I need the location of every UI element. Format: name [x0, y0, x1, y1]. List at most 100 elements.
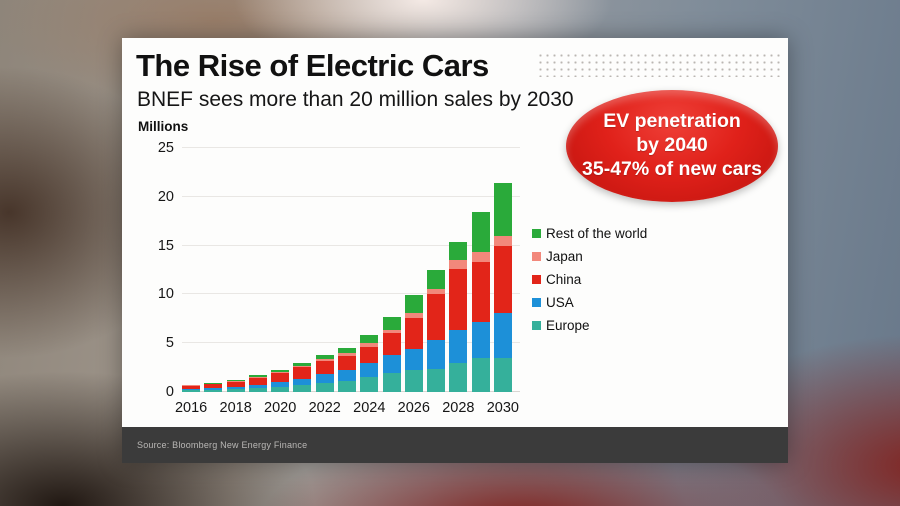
dot-grid-decoration	[537, 52, 782, 77]
legend-item-japan: Japan	[532, 245, 647, 268]
bar-2030-usa	[493, 312, 512, 358]
bar-2017-europe	[204, 389, 223, 392]
bar-2022-rest-of-the-world	[315, 354, 334, 359]
bar-2026-usa	[404, 348, 423, 371]
legend-label: Europe	[546, 318, 590, 333]
bar-2030-japan	[493, 235, 512, 246]
bar-2022	[315, 354, 334, 392]
bar-2018-rest-of-the-world	[226, 380, 245, 382]
bar-2029-europe	[471, 358, 490, 392]
x-tick-label-2026: 2026	[397, 400, 430, 416]
bar-2021	[293, 362, 312, 392]
bar-2019	[248, 375, 267, 392]
gridline-25	[182, 147, 520, 148]
bar-2021-rest-of-the-world	[293, 362, 312, 366]
legend-label: Rest of the world	[546, 226, 648, 241]
legend-item-china: China	[532, 268, 647, 291]
chart-title: The Rise of Electric Cars	[136, 48, 489, 83]
bar-2020-japan	[271, 371, 290, 373]
bar-2023-china	[338, 355, 356, 371]
bar-2022-japan	[315, 358, 334, 361]
bar-2020-rest-of-the-world	[271, 369, 290, 372]
legend-item-rest-of-the-world: Rest of the world	[532, 222, 647, 245]
plot-area: 0 5 10 15 20 25	[158, 140, 520, 400]
legend-swatch-europe	[532, 321, 541, 330]
bar-2019-china	[248, 377, 267, 386]
chart-card: The Rise of Electric Cars BNEF sees more…	[122, 38, 788, 463]
legend-item-europe: Europe	[532, 314, 647, 337]
bar-2028	[449, 241, 468, 392]
badge-line-1: EV penetration	[603, 110, 741, 133]
badge-line-3: 35-47% of new cars	[582, 157, 762, 180]
bar-2029	[471, 212, 490, 392]
bar-2027-rest-of-the-world	[427, 270, 446, 289]
gridline-15	[182, 244, 520, 246]
bar-2030	[493, 183, 512, 392]
bar-2030-europe	[493, 357, 512, 392]
x-tick-label-2018: 2018	[219, 400, 252, 416]
bar-2025-china	[382, 333, 401, 355]
badge-line-2: by 2040	[636, 134, 708, 157]
legend-swatch-usa	[532, 298, 541, 307]
legend-swatch-china	[532, 275, 541, 284]
gridline-10	[182, 293, 520, 295]
bar-2024-rest-of-the-world	[360, 334, 379, 344]
bar-2017-usa	[204, 388, 223, 390]
bar-2026	[404, 294, 423, 392]
bar-2016	[182, 384, 201, 392]
bar-2029-china	[471, 261, 490, 322]
bar-2019-usa	[248, 385, 267, 389]
y-tick-label-15: 15	[157, 237, 174, 254]
bar-2019-rest-of-the-world	[248, 375, 267, 377]
legend-item-usa: USA	[532, 291, 647, 314]
x-tick-label-2028: 2028	[442, 400, 475, 416]
bar-2021-europe	[293, 384, 312, 392]
bar-2016-usa	[182, 388, 201, 391]
x-tick-label-2020: 2020	[264, 400, 297, 416]
bar-2018-china	[226, 381, 245, 388]
bar-2027	[427, 270, 446, 392]
legend-label: Japan	[546, 249, 583, 264]
ev-penetration-badge: EV penetration by 2040 35-47% of new car…	[566, 90, 778, 202]
bar-2025	[382, 316, 401, 392]
bar-2025-usa	[382, 354, 401, 374]
bar-2027-europe	[427, 368, 446, 392]
bar-2029-rest-of-the-world	[471, 212, 490, 253]
legend-swatch-rest-of-the-world	[532, 229, 541, 238]
bar-2017-rest-of-the-world	[204, 383, 223, 384]
bar-2025-europe	[382, 373, 401, 392]
bar-2024-japan	[360, 343, 379, 347]
bar-2020	[271, 369, 290, 392]
bar-2020-usa	[271, 382, 290, 387]
bar-2020-europe	[271, 386, 290, 392]
bar-2028-rest-of-the-world	[449, 241, 468, 261]
bar-2026-japan	[404, 313, 423, 319]
bar-2028-china	[449, 268, 468, 331]
bar-2018	[226, 380, 245, 392]
bar-2023-japan	[338, 352, 356, 356]
legend-label: USA	[546, 295, 574, 310]
x-tick-label-2030: 2030	[486, 400, 519, 416]
bar-2024	[360, 334, 379, 392]
bar-2025-rest-of-the-world	[382, 316, 401, 330]
gridline-5	[182, 342, 520, 344]
chart-subtitle: BNEF sees more than 20 million sales by …	[137, 88, 574, 111]
bar-2018-europe	[226, 389, 245, 392]
y-tick-label-25: 25	[157, 140, 174, 156]
x-tick-label-2016: 2016	[174, 400, 208, 416]
y-tick-label-10: 10	[157, 286, 174, 303]
y-axis-title: Millions	[138, 119, 189, 134]
bar-2023	[338, 347, 356, 392]
bar-2024-europe	[360, 377, 379, 392]
bar-2028-europe	[449, 362, 468, 392]
bar-2029-usa	[471, 321, 490, 359]
x-tick-label-2024: 2024	[353, 400, 386, 416]
bar-2029-japan	[471, 252, 490, 262]
bar-2020-china	[271, 372, 290, 383]
x-tick-label-2022: 2022	[308, 400, 341, 416]
source-bar: Source: Bloomberg New Energy Finance	[122, 427, 788, 463]
bar-2018-japan	[226, 381, 245, 382]
bar-2023-rest-of-the-world	[338, 347, 356, 353]
bar-2022-usa	[315, 374, 334, 383]
bar-2017-china	[204, 384, 223, 389]
